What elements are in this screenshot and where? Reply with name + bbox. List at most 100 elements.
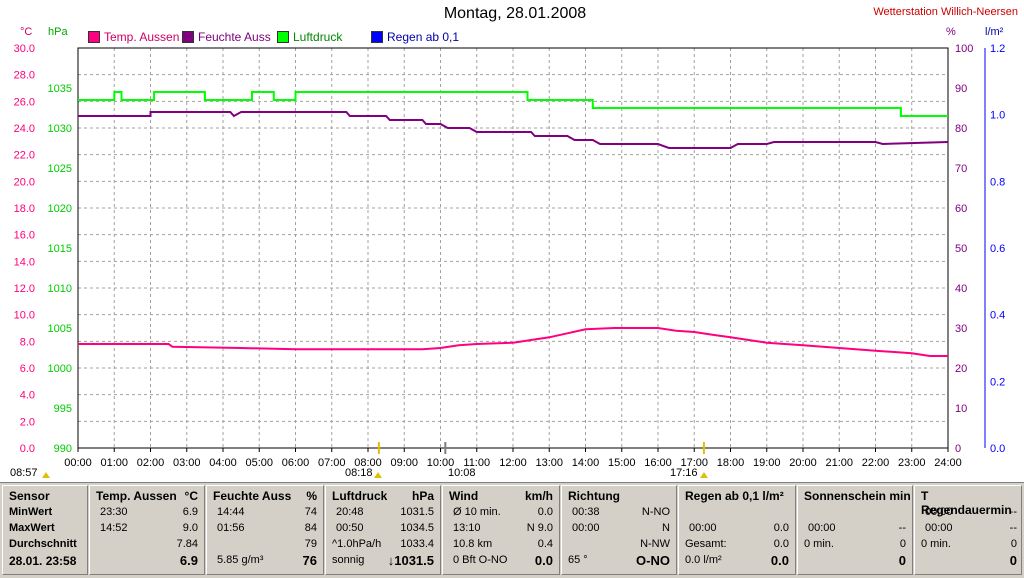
header-sensor: Sensor xyxy=(9,489,50,503)
sunset-time: 17:16 xyxy=(670,467,698,479)
hum-min: 74 xyxy=(304,506,317,518)
hum-avg: 79 xyxy=(304,538,317,550)
sun-r3-label: 0 min. xyxy=(804,538,834,550)
legend-item-rain: Regen ab 0,1 xyxy=(371,30,459,44)
sun-r1-label: 00:00 xyxy=(808,522,836,534)
legend-item-pressure: Luftdruck xyxy=(277,30,342,44)
legend-swatch-humidity xyxy=(182,31,194,43)
pressure-tick-label: 1030 xyxy=(48,123,72,135)
x-tick-label: 09:00 xyxy=(390,457,418,469)
pressure-tick-label: 995 xyxy=(54,403,72,415)
humidity-tick-label: 60 xyxy=(955,203,967,215)
x-tick-label: 15:00 xyxy=(608,457,636,469)
series-line-temp xyxy=(78,327,948,357)
header-humidity-unit: % xyxy=(306,489,317,503)
rain-r4-label: 0.0 l/m² xyxy=(685,554,722,566)
pressure-tick-label: 1025 xyxy=(48,163,72,175)
sun-r3: 0 xyxy=(899,538,906,550)
wind-r3: 0.4 xyxy=(537,538,553,550)
dir-r1-label: 00:38 xyxy=(572,506,600,518)
col-sunshine: Sonnenschein min 00:00 -- 0 min. 0 0 xyxy=(797,485,913,575)
rain-r3-label: Gesamt: xyxy=(685,538,727,550)
x-tick-label: 16:00 xyxy=(644,457,672,469)
legend-swatch-rain xyxy=(371,31,383,43)
x-tick-label: 08:00 xyxy=(354,457,382,469)
header-pressure-unit: hPa xyxy=(411,489,434,503)
col-wind: Wind km/h Ø 10 min. 0.0 13:10 N 9.0 10.8 … xyxy=(442,485,560,575)
plot-frame xyxy=(77,47,949,449)
header-temp-unit: °C xyxy=(184,489,198,503)
header-wind: Wind xyxy=(449,489,479,503)
wind-current: 0.0 xyxy=(534,553,553,568)
humidity-tick-label: 20 xyxy=(955,363,967,375)
unit-temp: °C xyxy=(20,26,33,38)
trd-r2-label: 00:00 xyxy=(925,522,953,534)
x-tick-label: 24:00 xyxy=(934,457,962,469)
col-rain: Regen ab 0,1 l/m² 00:00 0.0 Gesamt: 0.0 … xyxy=(678,485,796,575)
temp-tick-label: 30.0 xyxy=(14,43,35,55)
legend-swatch-temp xyxy=(88,31,100,43)
press-avg: 1033.4 xyxy=(400,538,434,550)
unit-humidity: % xyxy=(946,26,956,38)
temp-tick-label: 24.0 xyxy=(14,123,35,135)
temp-tick-label: 14.0 xyxy=(14,256,35,268)
col-humidity: Feuchte Auss% 14:44 74 01:56 84 79 5.85 … xyxy=(206,485,324,575)
trd-r2: -- xyxy=(1009,522,1017,534)
x-tick-label: 05:00 xyxy=(245,457,273,469)
x-tick-label: 02:00 xyxy=(137,457,165,469)
wind-r2: N 9.0 xyxy=(526,522,553,534)
rain-tick-label: 0.8 xyxy=(990,176,1005,188)
hum-max: 84 xyxy=(304,522,317,534)
x-tick-label: 12:00 xyxy=(499,457,527,469)
x-tick-label: 11:00 xyxy=(463,457,490,469)
pressure-tick-label: 1005 xyxy=(48,323,72,335)
weather-chart: 00:00 01:00 02:00 03:00 04:00 05:00 06:00 07:00… xyxy=(14,43,1005,478)
unit-pressure: hPa xyxy=(48,26,68,38)
sun-r1: -- xyxy=(898,522,906,534)
humidity-tick-label: 10 xyxy=(955,403,967,415)
legend-label-rain: Regen ab 0,1 xyxy=(387,30,460,44)
humidity-tick-label: 90 xyxy=(955,83,967,95)
humidity-tick-label: 30 xyxy=(955,323,967,335)
legend-label-pressure: Luftdruck xyxy=(293,30,343,44)
dir-r2-label: 00:00 xyxy=(572,522,600,534)
trd-r3: 0 xyxy=(1010,538,1017,550)
press-state: sonnig xyxy=(332,554,365,566)
legend-item-humidity: Feuchte Auss xyxy=(182,30,271,44)
x-tick-label: 07:00 xyxy=(318,457,346,469)
press-min-time: 20:48 xyxy=(336,506,364,518)
row-label-min: MinWert xyxy=(9,506,53,518)
temp-tick-label: 0.0 xyxy=(20,443,35,455)
pressure-tick-label: 1000 xyxy=(48,363,72,375)
x-tick-label: 22:00 xyxy=(862,457,890,469)
unit-rain: l/m² xyxy=(985,26,1004,38)
header-rain: Regen ab 0,1 l/m² xyxy=(685,489,784,503)
row-label-current: 28.01. 23:58 xyxy=(9,554,77,568)
x-tick-label: 14:00 xyxy=(572,457,600,469)
header-sunshine: Sonnenschein min xyxy=(804,489,911,503)
dir-r3: N-NW xyxy=(640,538,670,550)
pressure-tick-label: 1015 xyxy=(48,243,72,255)
hum-min-time: 14:44 xyxy=(217,506,245,518)
press-min: 1031.5 xyxy=(400,506,434,518)
temp-tick-label: 18.0 xyxy=(14,203,35,215)
pressure-tick-label: 1020 xyxy=(48,203,72,215)
temp-tick-label: 8.0 xyxy=(20,336,35,348)
dir-current: O-NO xyxy=(636,553,670,568)
press-max-time: 00:50 xyxy=(336,522,364,534)
rain-tick-label: 0.0 xyxy=(990,443,1005,455)
wind-r3-label: 10.8 km xyxy=(453,538,493,550)
humidity-tick-label: 80 xyxy=(955,123,967,135)
series-line-hum xyxy=(78,111,949,149)
legend-swatch-pressure xyxy=(277,31,289,43)
temp-max: 9.0 xyxy=(182,522,198,534)
temp-tick-label: 26.0 xyxy=(14,96,35,108)
rain-r2-label: 00:00 xyxy=(689,522,717,534)
row-label-max: MaxWert xyxy=(9,522,55,534)
rain-r3: 0.0 xyxy=(773,538,789,550)
station-name: Wetterstation Willich-Neersen xyxy=(873,6,1018,18)
temp-min-time: 23:30 xyxy=(100,506,128,518)
left-sun-icon xyxy=(42,472,50,478)
pressure-tick-label: 1035 xyxy=(48,83,72,95)
temp-tick-label: 4.0 xyxy=(20,390,35,402)
